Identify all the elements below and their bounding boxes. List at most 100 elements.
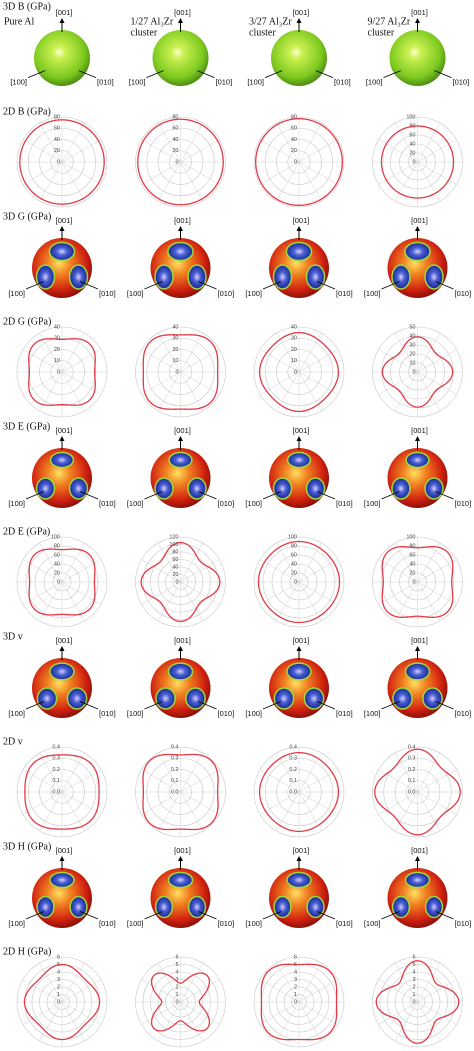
surface-body [152, 30, 209, 86]
grid-ring [280, 563, 318, 601]
grid-ring [39, 139, 85, 185]
surface-lobe [187, 895, 207, 919]
grid-ring [157, 979, 204, 1025]
direction-label: [010] [99, 709, 116, 718]
spoke [417, 349, 457, 373]
surface-lobe [273, 687, 295, 710]
surface-3d [262, 856, 336, 928]
r-tick-label: 0.0 [52, 789, 60, 795]
r-tick-label: 6 [294, 954, 297, 960]
grid-ring [379, 964, 456, 1040]
r-tick-label: 0.2 [408, 767, 416, 773]
polar-curve [28, 338, 96, 406]
r-tick-label: 10 [54, 358, 60, 364]
grid-ring [399, 143, 436, 181]
grid-ring [264, 337, 334, 407]
arrow-head [296, 226, 302, 231]
axis-line [79, 491, 99, 500]
grid-ring [135, 116, 226, 208]
grid-ring [408, 572, 427, 592]
r-tick-label: 40 [291, 561, 297, 567]
direction-label: [100] [364, 289, 381, 298]
r-tick-label: 10 [291, 358, 297, 364]
grid-ring [289, 572, 309, 592]
grid-ring [25, 545, 99, 619]
polar-curve [28, 548, 96, 616]
grid-ring [262, 545, 336, 619]
r-tick-label: 0.2 [289, 767, 297, 773]
r-tick-label: 0 [57, 579, 60, 585]
polar-curve [258, 331, 340, 413]
r-tick-label: 80 [291, 114, 297, 120]
axis-line [79, 281, 99, 290]
grid-ring [287, 360, 311, 384]
spoke [417, 161, 457, 185]
r-tick-label: 0.2 [171, 767, 179, 773]
axis-line [144, 701, 163, 710]
r-tick-label: 4 [175, 969, 178, 975]
grid-ring [399, 353, 436, 391]
direction-label: [010] [334, 78, 351, 87]
surface-3d [381, 226, 454, 298]
direction-label: [001] [174, 846, 191, 855]
surface-3d [144, 856, 217, 928]
r-tick-label: 80 [54, 114, 60, 120]
surface-lobe [49, 871, 75, 889]
axis-line [146, 70, 164, 78]
r-tick-label: 1 [412, 992, 415, 998]
spoke [417, 581, 441, 622]
r-tick-label: 0.0 [289, 789, 297, 795]
arrow-head [59, 856, 65, 861]
arrow-head [59, 226, 65, 231]
axis-line [381, 911, 400, 920]
surface-lobe [187, 264, 207, 290]
direction-label: [010] [218, 919, 235, 928]
direction-label: [010] [336, 289, 353, 298]
grid-ring [394, 979, 441, 1025]
direction-label: [001] [411, 846, 428, 855]
direction-label: [100] [8, 289, 25, 298]
direction-label: [100] [366, 78, 383, 87]
grid-ring [399, 563, 436, 601]
polar-curve [23, 963, 101, 1041]
surface-3d [381, 856, 454, 928]
axis-line [316, 281, 336, 290]
grid-ring [253, 326, 345, 418]
axis-line [198, 911, 217, 920]
spoke [394, 371, 418, 412]
arrow-head [415, 18, 420, 23]
surface-3d [25, 436, 99, 508]
direction-label: [001] [293, 636, 310, 645]
direction-label: [001] [411, 636, 428, 645]
surface-lobe [273, 895, 292, 919]
r-tick-label: 40 [409, 141, 415, 147]
arrow-head [415, 856, 420, 861]
direction-label: [100] [245, 919, 262, 928]
axis-line [262, 911, 282, 920]
grid-ring [287, 150, 311, 174]
arrow-head [296, 646, 302, 651]
grid-ring [135, 326, 226, 418]
axis-line [25, 911, 45, 920]
r-tick-label: 0 [175, 159, 178, 165]
r-tick-label: 100 [406, 114, 415, 120]
r-tick-label: 0.3 [52, 756, 60, 762]
axis-line [316, 701, 336, 710]
spoke [378, 559, 418, 583]
grid-ring [54, 994, 70, 1010]
surface-lobe [187, 477, 207, 500]
r-tick-label: 40 [172, 137, 178, 143]
row-label: 3D H (GPa) [3, 841, 51, 852]
axis-line [25, 281, 45, 290]
spoke [417, 559, 457, 583]
grid-ring [50, 150, 74, 174]
grid-ring [146, 127, 215, 197]
grid-ring [276, 769, 322, 815]
surface-lobe [404, 241, 431, 262]
grid-ring [271, 554, 327, 610]
r-tick-label: 40 [409, 333, 415, 339]
r-tick-label: 80 [172, 549, 178, 555]
direction-label: [100] [129, 78, 146, 87]
grid-ring [135, 956, 226, 1048]
